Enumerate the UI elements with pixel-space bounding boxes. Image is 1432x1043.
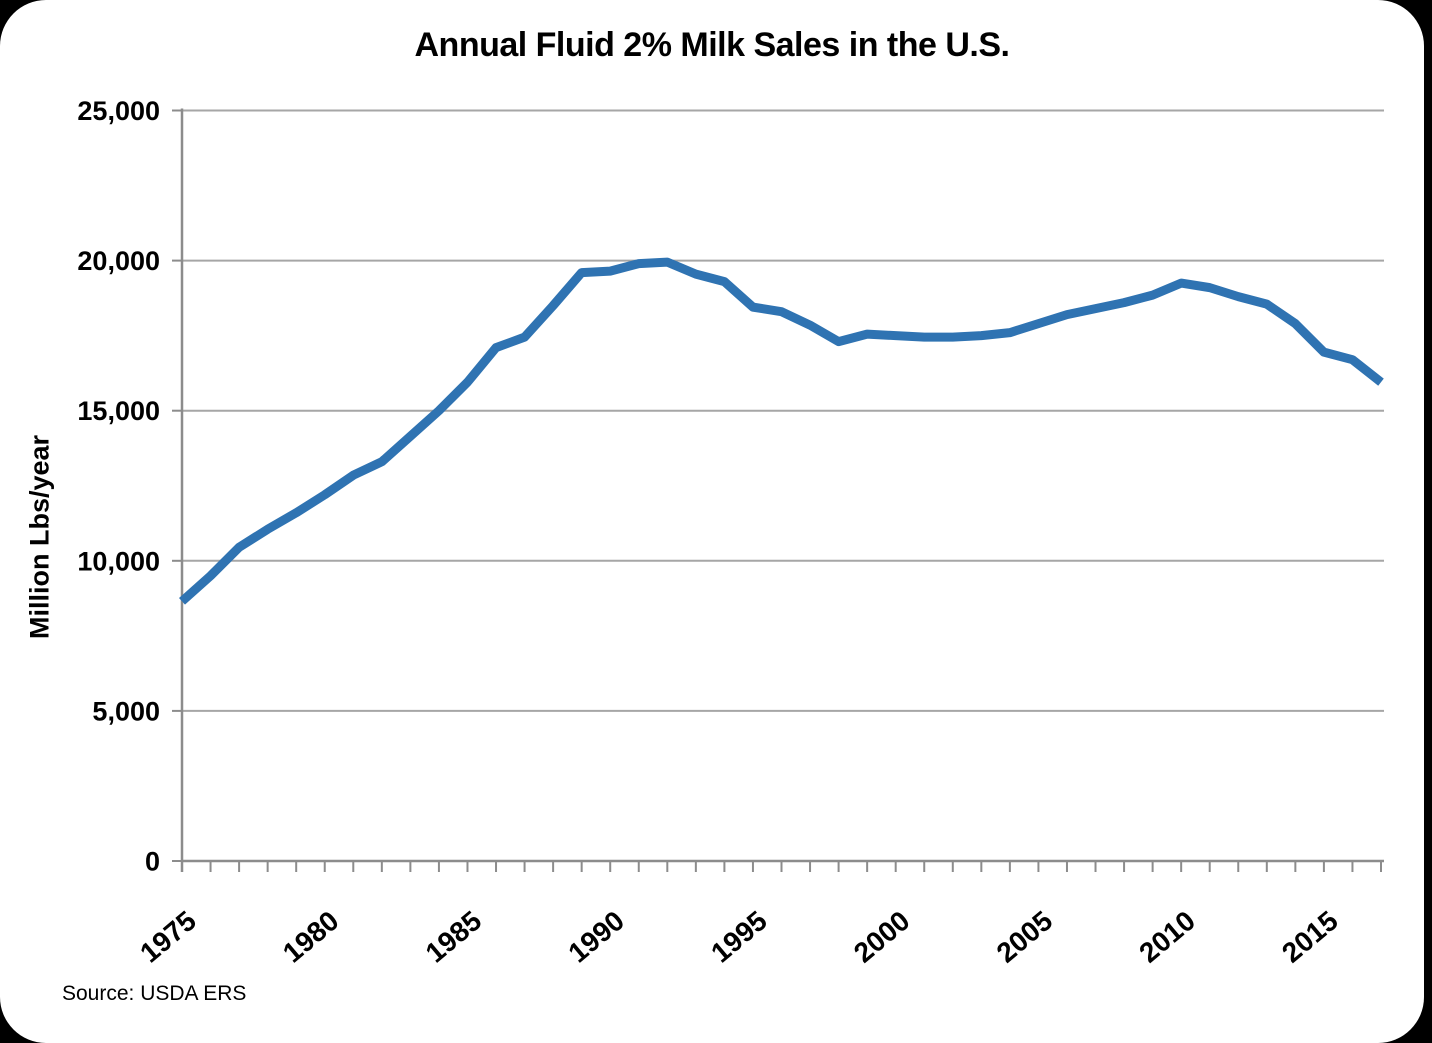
x-tick-label: 2000 xyxy=(848,905,916,969)
x-tick-label: 2005 xyxy=(991,905,1059,969)
chart-title: Annual Fluid 2% Milk Sales in the U.S. xyxy=(414,26,1011,64)
y-tick-label: 25,000 xyxy=(77,96,160,126)
y-tick-label: 0 xyxy=(145,847,160,877)
x-tick-label: 1985 xyxy=(420,905,488,969)
x-tick-label: 1980 xyxy=(277,905,345,969)
y-tick-label: 5,000 xyxy=(92,696,160,726)
x-tick-label: 2010 xyxy=(1133,905,1201,969)
y-tick-label: 20,000 xyxy=(77,246,160,276)
x-tick-label: 1990 xyxy=(562,905,630,969)
x-tick-label: 2015 xyxy=(1276,905,1344,969)
x-tick-label: 1995 xyxy=(705,905,773,969)
x-tick-label: 1975 xyxy=(134,905,202,969)
source-note: Source: USDA ERS xyxy=(62,982,247,1005)
y-tick-label: 10,000 xyxy=(77,546,160,576)
y-tick-label: 15,000 xyxy=(77,396,160,426)
data-line-2pct-milk xyxy=(179,257,1384,605)
